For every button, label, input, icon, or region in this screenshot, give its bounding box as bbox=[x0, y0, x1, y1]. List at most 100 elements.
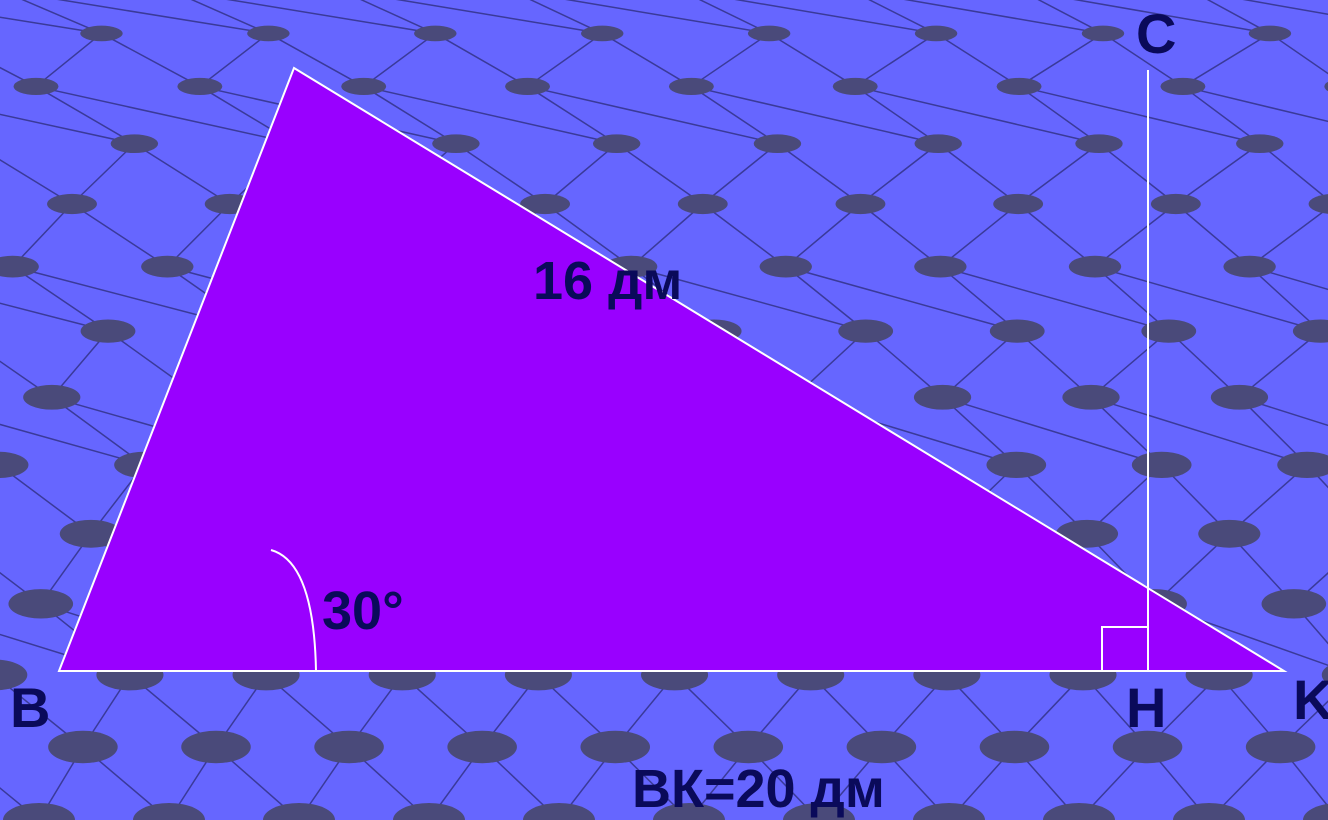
grid-line bbox=[71, 203, 168, 268]
grid-line bbox=[1206, 0, 1271, 35]
grid-dot bbox=[846, 730, 917, 764]
grid-dot bbox=[341, 77, 387, 95]
grid-dot bbox=[1223, 255, 1276, 278]
grid-line bbox=[698, 0, 770, 35]
grid-line bbox=[601, 32, 692, 88]
grid-line bbox=[455, 143, 546, 205]
grid-line bbox=[702, 143, 778, 205]
grid-line bbox=[1018, 32, 1104, 88]
grid-dot bbox=[447, 730, 517, 764]
angle-arc-30 bbox=[270, 549, 317, 672]
grid-dot bbox=[835, 193, 886, 215]
grid-line bbox=[57, 0, 269, 35]
grid-dot bbox=[1081, 25, 1125, 42]
grid-line bbox=[527, 32, 603, 88]
grid-dot bbox=[141, 255, 194, 278]
grid-line bbox=[1238, 330, 1321, 398]
grid-dot bbox=[914, 255, 967, 278]
grid-line bbox=[1098, 143, 1177, 205]
grid-dot bbox=[110, 134, 159, 154]
grid-dot bbox=[993, 193, 1044, 215]
grid-dot bbox=[677, 193, 728, 215]
grid-line bbox=[35, 32, 102, 88]
grid-line bbox=[434, 32, 528, 88]
grid-line bbox=[785, 265, 1018, 332]
grid-line bbox=[529, 0, 603, 35]
grid-line bbox=[1094, 266, 1170, 332]
grid-line bbox=[12, 203, 73, 268]
grid-dot bbox=[832, 77, 878, 95]
grid-line bbox=[133, 143, 231, 205]
grid-line bbox=[527, 85, 778, 145]
grid-dot bbox=[914, 25, 958, 42]
right-angle-marker bbox=[1101, 626, 1148, 671]
grid-line bbox=[565, 0, 770, 35]
grid-dot bbox=[1324, 81, 1328, 92]
grid-dot bbox=[133, 803, 205, 820]
grid-line bbox=[1259, 143, 1328, 201]
grid-line bbox=[0, 16, 102, 35]
grid-line bbox=[630, 265, 866, 332]
grid-line bbox=[199, 32, 269, 88]
grid-dot bbox=[653, 803, 725, 820]
grid-line bbox=[12, 265, 109, 332]
grid-dot bbox=[996, 77, 1042, 95]
grid-line bbox=[0, 66, 37, 88]
vertex-label-b: B bbox=[10, 676, 51, 739]
grid-line bbox=[166, 203, 231, 268]
grid-line bbox=[1094, 265, 1321, 332]
grid-dot bbox=[1321, 665, 1328, 684]
grid-dot bbox=[1043, 803, 1115, 820]
grid-dot bbox=[23, 384, 81, 410]
grid-dot bbox=[1068, 255, 1122, 278]
grid-line bbox=[691, 85, 939, 145]
grid-dot bbox=[979, 730, 1050, 764]
grid-line bbox=[702, 203, 787, 268]
grid-dot bbox=[753, 134, 802, 154]
grid-dot bbox=[432, 134, 480, 154]
grid-dot bbox=[0, 659, 28, 691]
grid-dot bbox=[783, 803, 855, 820]
grid-dot bbox=[414, 25, 457, 42]
grid-dot bbox=[986, 451, 1047, 479]
grid-line bbox=[226, 0, 436, 35]
grid-line bbox=[35, 85, 135, 145]
grid-line bbox=[0, 360, 53, 398]
grid-line bbox=[363, 32, 436, 88]
grid-line bbox=[903, 0, 1104, 35]
grid-line bbox=[0, 159, 73, 205]
grid-dot bbox=[1141, 319, 1197, 343]
grid-dot bbox=[1173, 803, 1245, 820]
grid-dot bbox=[1308, 194, 1328, 214]
grid-line bbox=[768, 32, 856, 88]
grid-line bbox=[935, 32, 1020, 88]
grid-line bbox=[785, 266, 867, 332]
vertex-label-c: C bbox=[1136, 2, 1177, 65]
grid-line bbox=[1182, 32, 1271, 88]
grid-line bbox=[101, 32, 201, 88]
grid-dot bbox=[1075, 134, 1123, 154]
grid-line bbox=[777, 143, 861, 205]
grid-line bbox=[854, 32, 937, 88]
grid-line bbox=[544, 203, 632, 268]
triangle-bak bbox=[57, 66, 1288, 672]
grid-line bbox=[854, 85, 939, 145]
grid-line bbox=[1018, 85, 1260, 145]
grid-dot bbox=[713, 730, 784, 764]
grid-dot bbox=[1236, 134, 1284, 154]
grid-dot bbox=[0, 255, 39, 278]
grid-line bbox=[268, 32, 365, 88]
grid-line bbox=[527, 85, 618, 145]
grid-line bbox=[942, 396, 1162, 466]
grid-dot bbox=[523, 803, 595, 820]
grid-line bbox=[1249, 265, 1328, 291]
grid-dot bbox=[1303, 803, 1328, 820]
grid-line bbox=[1175, 143, 1261, 205]
grid-line bbox=[1242, 0, 1328, 16]
grid-line bbox=[1017, 143, 1100, 205]
grid-dot bbox=[1112, 730, 1183, 764]
grid-dot bbox=[314, 730, 384, 764]
grid-dot bbox=[80, 319, 136, 343]
grid-line bbox=[1175, 203, 1251, 268]
